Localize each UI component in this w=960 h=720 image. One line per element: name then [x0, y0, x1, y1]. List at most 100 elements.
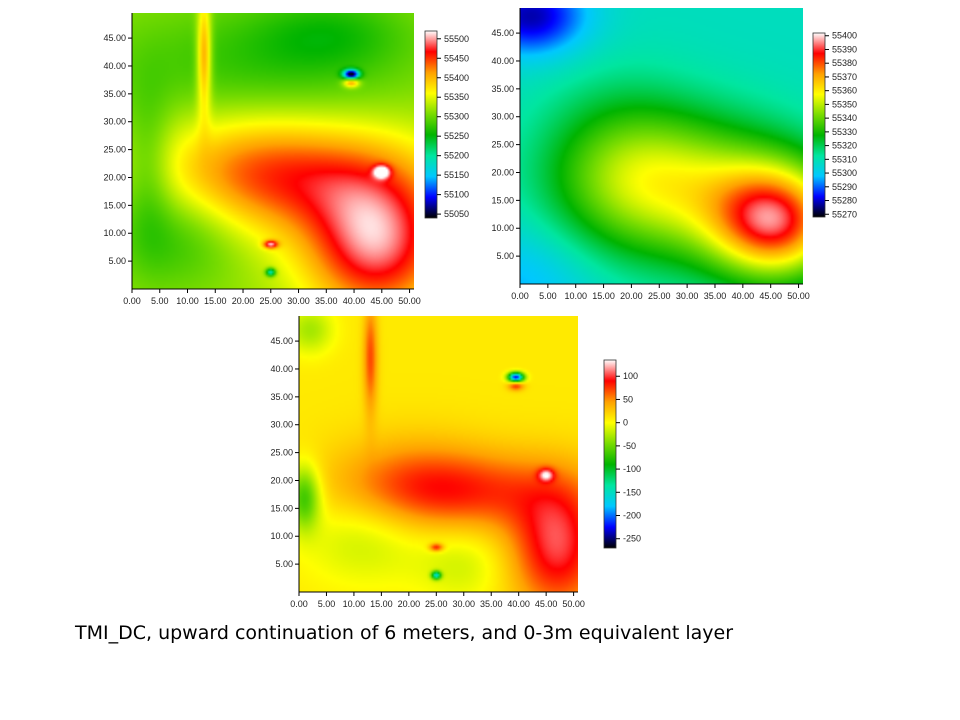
colorbar-tick-label: 55100: [444, 190, 469, 200]
y-tick-label: 25.00: [103, 145, 126, 155]
colorbar: 100 50 0 -50 -100 -150 -200 -250: [603, 359, 641, 549]
y-tick-label: 20.00: [270, 475, 293, 485]
colorbar: 55400 55390 55380 55370 55360 55350 55340 55330…: [812, 31, 857, 219]
x-tick-label: 0.00: [123, 296, 141, 306]
colorbar-tick-label: 55380: [832, 58, 857, 68]
x-tick-label: 40.00: [507, 599, 530, 609]
colorbar: 55500 55450 55400 55350 55300 55250 55200 55150…: [424, 30, 469, 219]
x-tick-label: 10.00: [343, 599, 366, 609]
y-tick-label: 20.00: [491, 167, 514, 177]
y-tick-label: 25.00: [270, 448, 293, 458]
axes: 0.00 5.00 10.00 15.00 20.00 25.00 30.00 35.00 40…: [270, 316, 585, 609]
x-tick-label: 15.00: [204, 296, 227, 306]
y-tick-label: 45.00: [270, 336, 293, 346]
colorbar-tick-label: 50: [623, 394, 633, 404]
y-tick-label: 5.00: [108, 256, 126, 266]
colorbar-tick-label: 55250: [444, 131, 469, 141]
colorbar-tick-label: 55150: [444, 170, 469, 180]
colorbar-tick-label: 0: [623, 418, 628, 428]
x-tick-label: 50.00: [562, 599, 585, 609]
colorbar-tick-label: 55390: [832, 44, 857, 54]
x-tick-label: 10.00: [176, 296, 199, 306]
y-tick-label: 5.00: [275, 559, 293, 569]
colorbar-tick-label: 55270: [832, 209, 857, 219]
heatmap-raster: [132, 13, 414, 289]
colorbar-tick-label: 55050: [444, 209, 469, 219]
colorbar-tick-label: 55500: [444, 34, 469, 44]
y-tick-label: 45.00: [491, 28, 514, 38]
y-tick-label: 30.00: [270, 420, 293, 430]
colorbar-scale: [812, 32, 826, 218]
colorbar-tick-label: 55300: [832, 168, 857, 178]
colorbar-tick-label: 55370: [832, 72, 857, 82]
y-tick-label: 40.00: [103, 61, 126, 71]
x-tick-label: 20.00: [620, 291, 643, 301]
y-tick-label: 10.00: [103, 228, 126, 238]
colorbar-tick-label: 55450: [444, 53, 469, 63]
y-tick-label: 15.00: [491, 195, 514, 205]
y-tick-label: 10.00: [491, 223, 514, 233]
x-tick-label: 45.00: [535, 599, 558, 609]
figure-caption: TMI_DC, upward continuation of 6 meters,…: [75, 622, 734, 644]
x-tick-label: 30.00: [452, 599, 475, 609]
y-tick-label: 35.00: [491, 84, 514, 94]
x-tick-label: 35.00: [315, 296, 338, 306]
map-svg-upward-continuation: 0.00 5.00 10.00 15.00 20.00 25.00 30.00 35.00 40…: [491, 8, 857, 301]
y-tick-label: 20.00: [103, 172, 126, 182]
map-svg-tmi-dc: 0.00 5.00 10.00 15.00 20.00 25.00 30.00 35.00 40…: [103, 13, 469, 306]
colorbar-tick-label: 55340: [832, 113, 857, 123]
heatmap-raster: [520, 8, 803, 284]
y-tick-label: 30.00: [103, 117, 126, 127]
colorbar-tick-label: 55310: [832, 154, 857, 164]
x-tick-label: 35.00: [704, 291, 727, 301]
x-tick-label: 0.00: [290, 599, 308, 609]
x-tick-label: 50.00: [398, 296, 421, 306]
x-tick-label: 5.00: [539, 291, 557, 301]
x-tick-label: 25.00: [425, 599, 448, 609]
x-tick-label: 30.00: [287, 296, 310, 306]
x-tick-label: 20.00: [232, 296, 255, 306]
colorbar-tick-label: 55330: [832, 127, 857, 137]
colorbar-scale: [603, 359, 617, 549]
colorbar-tick-label: 55350: [832, 99, 857, 109]
colorbar-tick-label: -200: [623, 511, 641, 521]
x-tick-label: 25.00: [648, 291, 671, 301]
map-panel-equivalent-layer: 0.00 5.00 10.00 15.00 20.00 25.00 30.00 35.00 40…: [262, 308, 662, 613]
x-tick-label: 5.00: [151, 296, 169, 306]
colorbar-tick-label: 55280: [832, 196, 857, 206]
y-tick-label: 15.00: [270, 503, 293, 513]
axes: 0.00 5.00 10.00 15.00 20.00 25.00 30.00 35.00 40…: [103, 13, 421, 306]
colorbar-tick-label: 55320: [832, 141, 857, 151]
colorbar-tick-label: 55290: [832, 182, 857, 192]
x-tick-label: 40.00: [732, 291, 755, 301]
x-tick-label: 0.00: [511, 291, 529, 301]
colorbar-tick-label: -100: [623, 464, 641, 474]
x-tick-label: 15.00: [370, 599, 393, 609]
x-tick-label: 50.00: [787, 291, 810, 301]
map-svg-equivalent-layer: 0.00 5.00 10.00 15.00 20.00 25.00 30.00 35.00 40…: [270, 316, 641, 609]
y-tick-label: 25.00: [491, 140, 514, 150]
y-tick-label: 15.00: [103, 200, 126, 210]
colorbar-tick-label: 55400: [832, 31, 857, 41]
x-tick-label: 45.00: [371, 296, 394, 306]
x-tick-label: 25.00: [260, 296, 283, 306]
colorbar-tick-label: 55400: [444, 73, 469, 83]
map-panel-tmi-dc: 0.00 5.00 10.00 15.00 20.00 25.00 30.00 35.00 40…: [100, 5, 470, 310]
heatmap-raster: [299, 316, 578, 592]
x-tick-label: 30.00: [676, 291, 699, 301]
y-tick-label: 30.00: [491, 112, 514, 122]
x-tick-label: 5.00: [318, 599, 336, 609]
y-tick-label: 40.00: [491, 56, 514, 66]
colorbar-tick-label: 55200: [444, 151, 469, 161]
colorbar-tick-label: 55360: [832, 86, 857, 96]
y-tick-label: 5.00: [496, 251, 514, 261]
colorbar-tick-label: -150: [623, 487, 641, 497]
x-tick-label: 45.00: [759, 291, 782, 301]
x-tick-label: 40.00: [343, 296, 366, 306]
y-tick-label: 40.00: [270, 364, 293, 374]
x-tick-label: 15.00: [592, 291, 615, 301]
y-tick-label: 10.00: [270, 531, 293, 541]
x-tick-label: 10.00: [564, 291, 587, 301]
colorbar-tick-label: 55350: [444, 92, 469, 102]
